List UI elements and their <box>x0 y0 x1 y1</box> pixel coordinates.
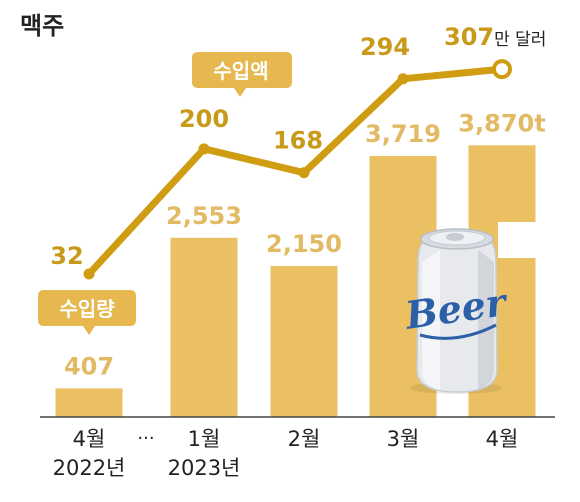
chart-title: 맥주 <box>20 12 64 40</box>
line-point-2 <box>298 167 310 179</box>
line-value-label-1: 200 <box>179 105 229 133</box>
line-point-3 <box>397 73 409 85</box>
bar-value-label-3: 3,719 <box>365 120 441 148</box>
x-label-month-4: 4월 <box>486 427 519 451</box>
x-label-year-0: 2022년 <box>53 456 126 480</box>
line-point-4 <box>492 59 512 80</box>
line-value-label-0: 32 <box>50 242 83 270</box>
x-label-month-2: 2월 <box>288 427 321 451</box>
line-point-1 <box>198 143 210 155</box>
x-label-month-3: 3월 <box>387 427 420 451</box>
line-value-label-2: 168 <box>273 127 323 155</box>
x-label-year-1: 2023년 <box>168 456 241 480</box>
x-axis-gap-marker: ··· <box>137 428 154 449</box>
bar-value-label-2: 2,150 <box>266 230 342 258</box>
white-patch <box>498 222 580 258</box>
line-value-label-3: 294 <box>360 33 410 61</box>
line-group <box>83 59 512 280</box>
line-point-0 <box>83 268 95 280</box>
legend-import-value-label: 수입액 <box>213 59 268 83</box>
bar-1 <box>170 237 238 417</box>
bar-value-label-1: 2,553 <box>166 202 242 230</box>
line-label-group: 32 200 168 294 307만 달러 <box>50 23 546 270</box>
x-label-month-0: 4월 <box>73 427 106 451</box>
bar-label-group: 407 2,553 2,150 3,719 3,870t <box>64 109 546 380</box>
x-axis-labels: 4월 2022년 1월 2023년 2월 3월 4월 ··· <box>53 427 519 480</box>
bar-0 <box>55 388 123 417</box>
beer-can-illustration: Beer <box>402 228 511 394</box>
legend-badge-import-volume: 수입량 <box>38 290 136 335</box>
bar-value-label-0: 407 <box>64 352 114 380</box>
legend-import-volume-label: 수입량 <box>59 297 115 321</box>
x-label-month-1: 1월 <box>188 427 221 451</box>
legend-badge-import-value: 수입액 <box>192 52 292 97</box>
bar-value-label-4: 3,870t <box>458 109 545 137</box>
bar-2 <box>270 266 338 417</box>
line-value-label-4: 307만 달러 <box>444 23 546 51</box>
